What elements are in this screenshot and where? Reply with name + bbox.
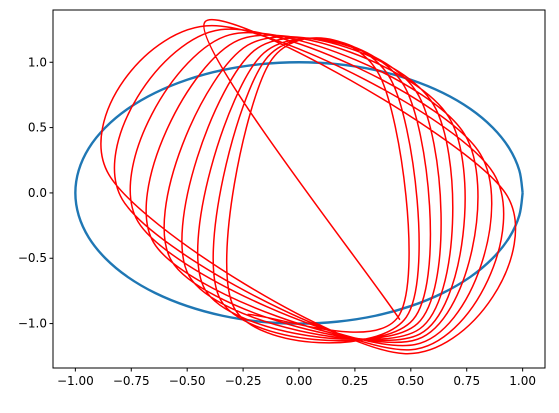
series-1 [100, 19, 517, 355]
x-tick-label: −1.00 [57, 374, 94, 388]
series-layer [74, 19, 524, 355]
y-tick-label: 0.0 [28, 186, 47, 200]
x-tick-label: −0.25 [225, 374, 262, 388]
x-tick-label: 0.75 [453, 374, 480, 388]
red-loop-line [100, 19, 517, 355]
x-tick-label: 0.00 [286, 374, 313, 388]
y-tick-label: 1.0 [28, 55, 47, 69]
y-tick-label: 0.5 [28, 121, 47, 135]
x-tick-label: 0.25 [342, 374, 369, 388]
y-tick-label: −0.5 [18, 251, 47, 265]
x-tick-label: 0.50 [397, 374, 424, 388]
x-tick-label: −0.75 [113, 374, 150, 388]
x-tick-label: 1.00 [509, 374, 536, 388]
y-axis: −1.0 −0.5 0.0 0.5 1.0 [18, 55, 53, 331]
x-axis: −1.00 −0.75 −0.50 −0.25 0.00 0.25 0.50 0.75 1.00 [57, 368, 536, 388]
x-tick-label: −0.50 [169, 374, 206, 388]
y-tick-label: −1.0 [18, 317, 47, 331]
